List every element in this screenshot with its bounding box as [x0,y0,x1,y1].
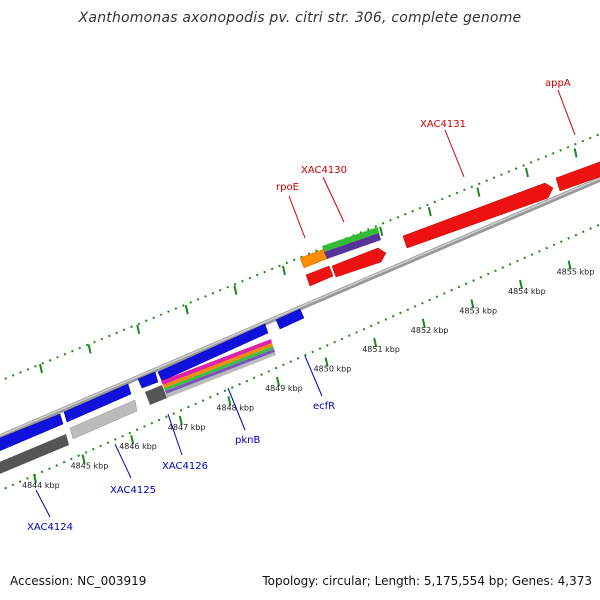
gene-label-XAC4125[interactable]: XAC4125 [110,485,156,496]
axis-major-tick [178,415,183,426]
axis-tick-ring [0,223,600,492]
gene-arrow-XAC4130-purple[interactable] [324,233,381,259]
leader-line-XAC4125 [114,443,132,479]
leader-line-rpoE [288,195,306,239]
genome-title: Xanthomonas axonopodis pv. citri str. 30… [78,10,522,26]
leader-line-XAC4126 [167,413,183,456]
pknB-stripe-magenta [161,339,272,385]
XAC4125-light-segment[interactable] [69,399,138,440]
axis-tick-label: 4851 kbp [362,345,400,354]
axis-tick-label: 4855 kbp [557,268,595,277]
outer-major-tick [282,265,286,276]
pknB-stripe-green [164,346,274,391]
leader-line-appA [557,89,576,136]
axis-major-tick [324,357,329,367]
axis-tick-label: 4848 kbp [216,403,254,412]
axis-major-tick [33,473,37,484]
outer-major-tick [184,304,189,315]
gene-label-XAC4126[interactable]: XAC4126 [162,461,208,472]
leader-line-ecfR [304,355,323,397]
gene-arrow-XAC4124-blue[interactable] [0,413,64,455]
axis-tick-label: 4845 kbp [71,462,109,471]
outer-major-tick [476,187,481,197]
gene-label-pknB[interactable]: pknB [235,435,260,446]
axis-tick-label: 4849 kbp [265,384,303,393]
axis-major-tick [519,279,523,290]
leader-line-XAC4124 [35,489,51,518]
axis-tick-label: 4846 kbp [119,442,157,451]
outer-major-tick [233,285,238,295]
genome-backbone [0,176,600,440]
outer-major-tick [379,226,384,237]
genome-summary-text: Topology: circular; Length: 5,175,554 bp… [262,574,592,588]
axis-tick-label: 4852 kbp [411,326,449,335]
axis-tick-label: 4847 kbp [168,423,206,432]
gene-label-ecfR[interactable]: ecfR [313,401,335,412]
gene-label-appA[interactable]: appA [545,78,571,89]
axis-major-tick [470,299,475,309]
XAC4124-dark-segment[interactable] [0,434,69,478]
XAC4126-dark-segment[interactable] [145,385,167,405]
gene-label-rpoE[interactable]: rpoE [276,182,299,193]
outer-major-tick [427,206,432,217]
leader-line-XAC4131 [444,129,465,178]
pknB-stripe-grey [166,352,276,398]
gene-arrow-XAC4130-green[interactable] [322,227,379,252]
gene-arrow-XAC4131[interactable] [402,182,554,249]
gene-arrow-rpoE[interactable] [305,265,334,287]
axis-major-tick [81,454,86,464]
axis-major-tick [130,434,135,445]
outer-major-tick [136,324,141,335]
gene-arrow-ecfR-blue[interactable] [275,308,305,330]
gene-label-XAC4124[interactable]: XAC4124 [27,522,73,533]
axis-tick-label: 4844 kbp [22,481,60,490]
gene-arrow-pknB-blue[interactable] [157,323,269,382]
outer-major-tick [573,148,578,158]
leader-line-XAC4130 [322,176,345,223]
outer-major-tick [39,363,43,374]
axis-tick-label: 4850 kbp [314,365,352,374]
pknB-stripe-purple [165,349,275,394]
gene-arrow-appA[interactable] [555,160,600,192]
gene-label-XAC4130[interactable]: XAC4130 [301,165,347,176]
accession-text: Accession: NC_003919 [10,574,147,588]
gene-arrow-XAC4125-blue[interactable] [63,383,132,423]
pknB-stripe-orange [163,343,273,388]
genome-backbone-highlight [0,177,600,437]
axis-tick-label: 4854 kbp [508,287,546,296]
axis-major-tick [227,396,232,406]
axis-major-tick [567,260,572,270]
axis-major-tick [421,318,426,329]
gene-arrow-XAC4126-blue[interactable] [137,371,159,389]
outer-major-tick [525,167,529,178]
axis-tick-label: 4853 kbp [459,306,497,315]
axis-major-tick [276,376,280,387]
gene-label-XAC4131[interactable]: XAC4131 [420,119,466,130]
leader-line-pknB [227,387,246,431]
axis-major-tick [373,337,378,348]
outer-major-tick [87,344,92,354]
gene-arrow-XAC4130-red[interactable] [331,247,387,278]
